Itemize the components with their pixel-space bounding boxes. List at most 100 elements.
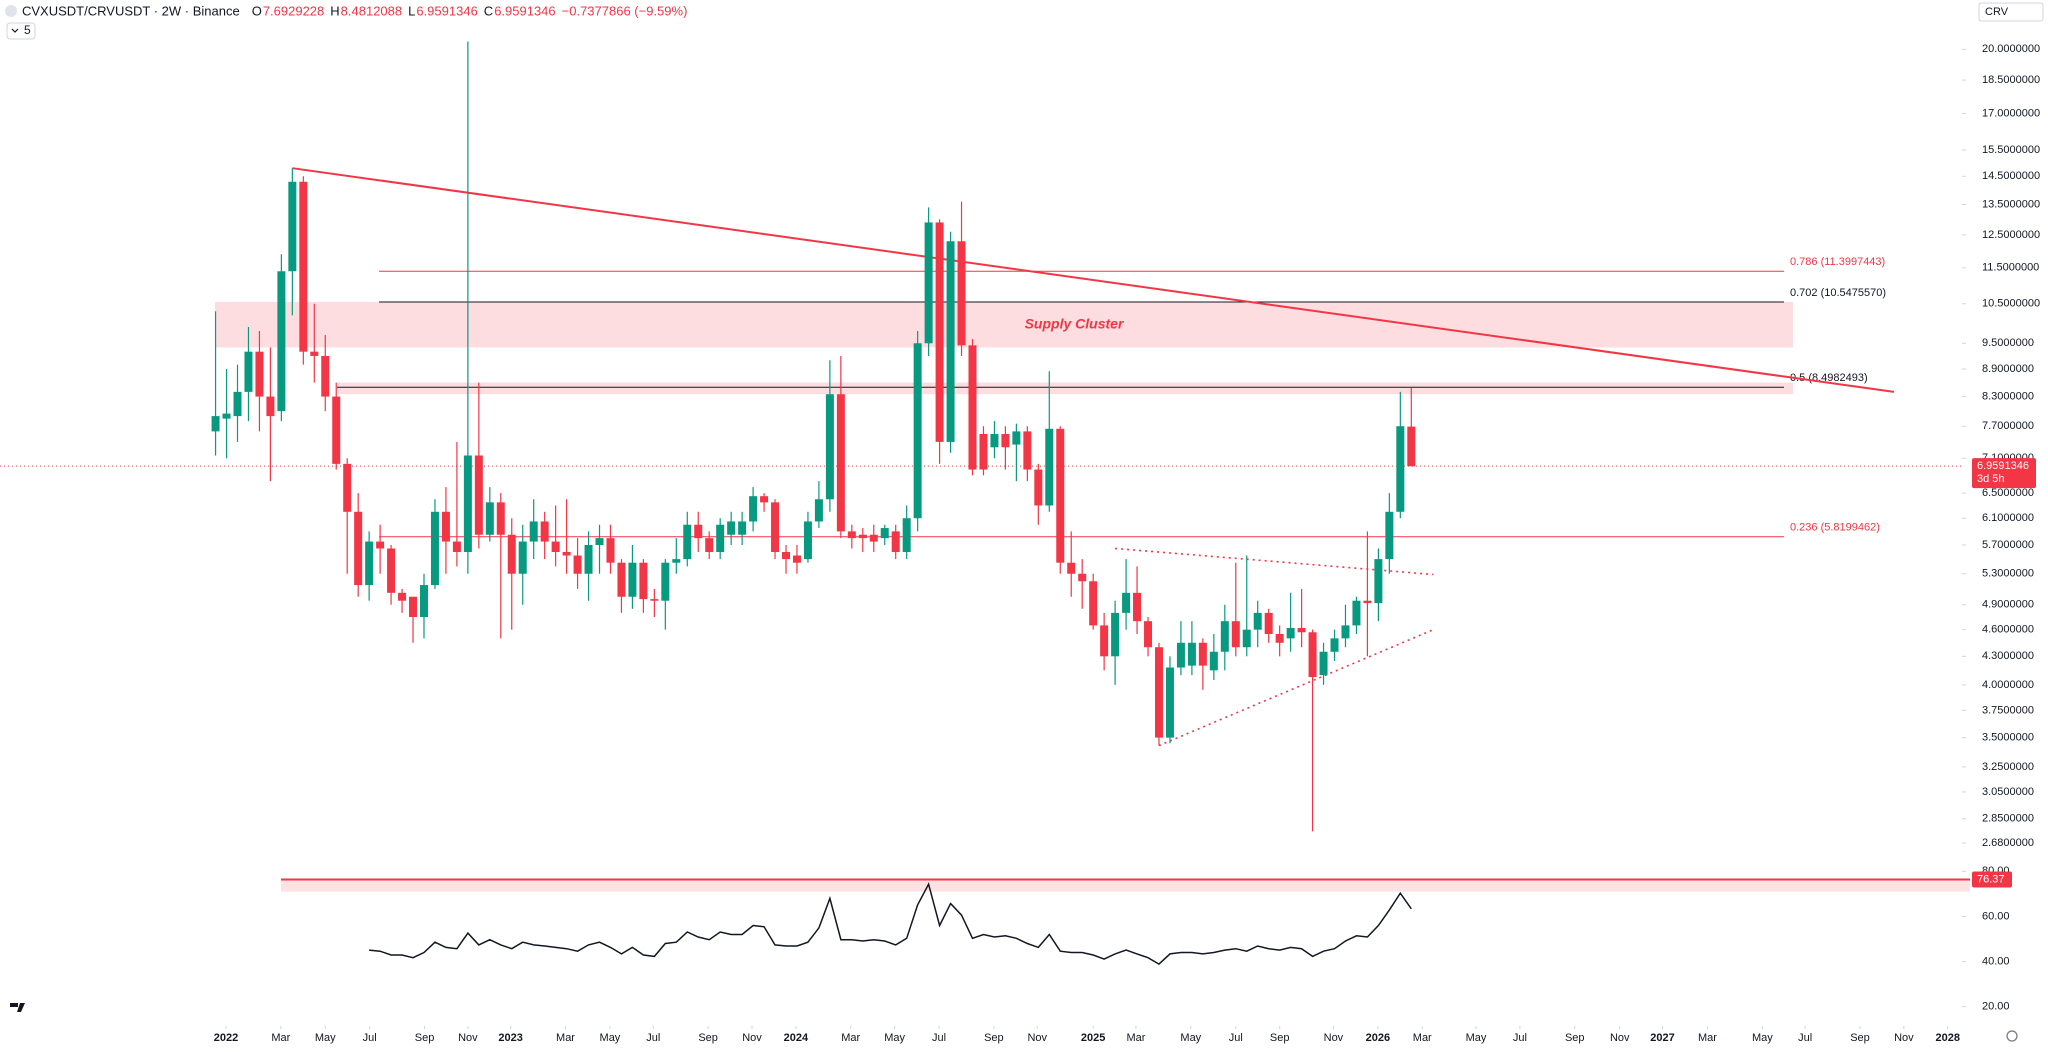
- indicators-count: 5: [24, 23, 31, 37]
- candle-body: [803, 521, 812, 560]
- candle-body: [222, 413, 231, 419]
- x-tick-label: Jul: [932, 1032, 946, 1044]
- rsi-level-label: 76.37: [1977, 873, 2005, 885]
- candle-body: [584, 545, 593, 574]
- x-tick-label: Nov: [1027, 1032, 1047, 1044]
- symbol-search[interactable]: [1978, 2, 2044, 22]
- candle-body: [496, 502, 505, 535]
- candle-body: [310, 351, 319, 356]
- x-tick-label: Jul: [1513, 1032, 1527, 1044]
- candle-body: [430, 511, 439, 586]
- candle-body: [409, 596, 418, 618]
- candle-body: [1154, 647, 1163, 738]
- candle-body: [1385, 511, 1394, 560]
- y-tick-label: 17.0000000: [1982, 107, 2040, 119]
- candle-body: [551, 541, 560, 552]
- candle-body: [639, 562, 648, 600]
- candle-body: [836, 394, 845, 532]
- candle-body: [957, 241, 966, 346]
- candles: [211, 41, 1416, 832]
- settings-icon[interactable]: [2006, 1030, 2018, 1042]
- candle-body: [1089, 581, 1098, 626]
- x-tick-label: Sep: [698, 1032, 718, 1044]
- candle-body: [1396, 426, 1405, 512]
- x-tick-label: May: [600, 1032, 621, 1044]
- y-tick-label: 12.5000000: [1982, 229, 2040, 241]
- ohlc-key: C: [484, 3, 493, 18]
- rsi-pane: [281, 878, 1970, 966]
- symbol-title[interactable]: CVXUSDT/CRVUSDT · 2W · Binance: [22, 3, 240, 18]
- candle-body: [1198, 642, 1207, 666]
- candle-body: [365, 541, 374, 586]
- candle-body: [913, 343, 922, 519]
- y-tick-label: 8.3000000: [1982, 391, 2034, 403]
- y-tick-label: 5.3000000: [1982, 568, 2034, 580]
- candle-body: [540, 521, 549, 542]
- candle-body: [869, 534, 878, 542]
- x-tick-label: Sep: [1850, 1032, 1870, 1044]
- candle-body: [1067, 562, 1076, 574]
- candle-body: [1407, 426, 1416, 467]
- candle-body: [343, 463, 352, 512]
- candle-body: [1341, 625, 1350, 639]
- candle-body: [847, 531, 856, 539]
- drawings: 0.786 (11.3997443) 0.702 (10.5475570) 0.5 …: [0, 167, 1962, 747]
- x-tick-label: Sep: [984, 1032, 1004, 1044]
- candle-body: [529, 521, 538, 542]
- candle-body: [288, 181, 297, 272]
- candle-body: [924, 222, 933, 344]
- x-tick-label: 2023: [498, 1032, 522, 1044]
- y-tick-label: 5.7000000: [1982, 539, 2034, 551]
- candle-body: [650, 599, 659, 601]
- x-tick-label: 2022: [214, 1032, 238, 1044]
- x-tick-label: 2028: [1935, 1032, 1959, 1044]
- candle-body: [1133, 592, 1142, 622]
- ohlc-value: 8.4812088: [341, 3, 402, 18]
- y-tick-label: 4.3000000: [1982, 650, 2034, 662]
- y-tick-label: 3.2500000: [1982, 761, 2034, 773]
- rsi-y-tick-label: 40.00: [1982, 955, 2010, 967]
- ohlc-key: H: [330, 3, 339, 18]
- candle-body: [266, 396, 275, 417]
- candle-body: [749, 496, 758, 522]
- candle-body: [1242, 629, 1251, 648]
- candle-body: [979, 433, 988, 470]
- candle-body: [387, 548, 396, 593]
- x-tick-label: Nov: [1894, 1032, 1914, 1044]
- last-price-tag: [1972, 458, 2036, 489]
- candle-body: [277, 271, 286, 412]
- y-tick-label: 3.5000000: [1982, 732, 2034, 744]
- last-price-label: 6.9591346: [1977, 460, 2029, 472]
- candle-body: [1319, 651, 1328, 676]
- y-tick-label: 4.9000000: [1982, 599, 2034, 611]
- candle-body: [474, 455, 483, 535]
- candle-body: [1023, 431, 1032, 470]
- fib-label: 0.236 (5.8199462): [1790, 522, 1880, 534]
- x-tick-label: Mar: [1698, 1032, 1717, 1044]
- candle-body: [441, 511, 450, 542]
- candle-body: [507, 534, 516, 574]
- candle-body: [990, 433, 999, 448]
- candle-body: [419, 585, 428, 618]
- candle-body: [1374, 559, 1383, 604]
- candle-body: [628, 562, 637, 597]
- candle-body: [880, 528, 889, 539]
- candle-body: [518, 541, 527, 574]
- candle-body: [1220, 621, 1229, 652]
- x-tick-label: 2027: [1650, 1032, 1674, 1044]
- x-tick-label: Jul: [1229, 1032, 1243, 1044]
- candle-body: [716, 524, 725, 552]
- y-tick-label: 9.5000000: [1982, 337, 2034, 349]
- candle-body: [1111, 612, 1120, 657]
- zone-label: Supply Cluster: [1025, 315, 1125, 331]
- x-tick-label: Jul: [1798, 1032, 1812, 1044]
- candle-body: [683, 524, 692, 560]
- fib-label: 0.5 (8.4982493): [1790, 372, 1868, 384]
- indicators-toggle[interactable]: [6, 22, 36, 40]
- candle-body: [1275, 633, 1284, 643]
- x-tick-label: Jul: [363, 1032, 377, 1044]
- candle-body: [738, 521, 747, 535]
- ohlc-value: 6.9591346: [416, 3, 477, 18]
- y-tick-label: 7.7000000: [1982, 420, 2034, 432]
- candle-body: [1286, 627, 1295, 639]
